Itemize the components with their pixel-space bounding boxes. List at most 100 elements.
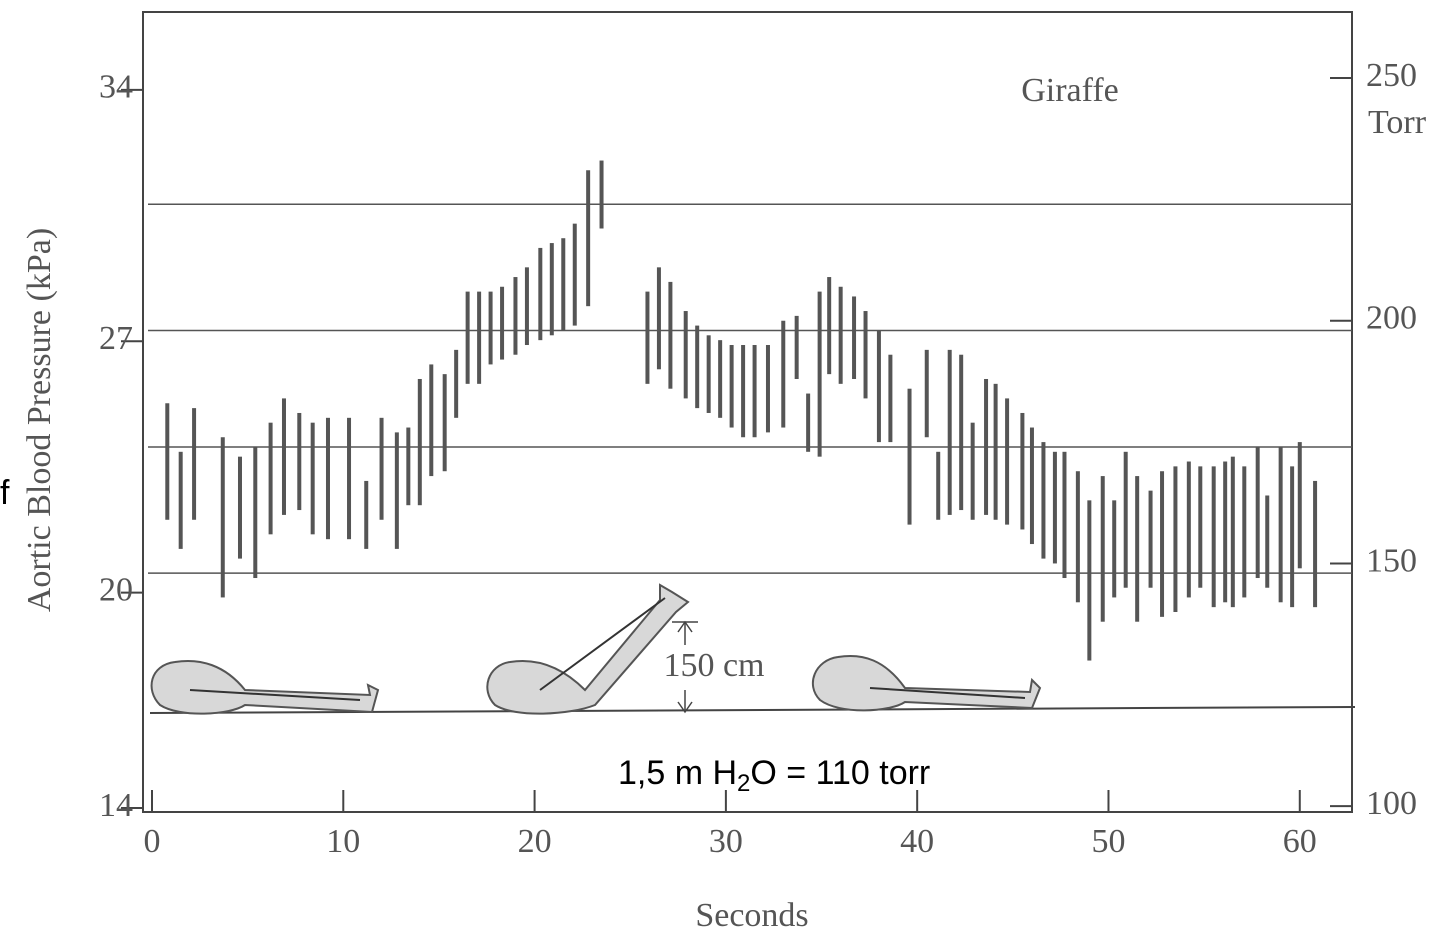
x-tick-label: 0 — [143, 823, 160, 860]
giraffe-figures — [150, 583, 1042, 715]
pressure-bar — [572, 223, 577, 326]
pressure-bar — [429, 364, 434, 477]
pressure-bar — [268, 422, 273, 535]
pressure-bar — [936, 451, 941, 520]
pressure-bar — [379, 417, 384, 520]
pressure-bar — [993, 383, 998, 520]
pressure-bar — [364, 480, 369, 549]
pressure-bar — [1005, 398, 1010, 525]
y-tick-label: 27 — [99, 320, 133, 357]
pressure-bar — [706, 335, 711, 413]
pressure-bar — [907, 388, 912, 525]
pressure-bar — [454, 349, 459, 418]
pressure-bar — [538, 247, 543, 341]
pressure-bar — [220, 437, 225, 598]
y-tick-label: 34 — [99, 69, 133, 106]
pressure-bar — [1087, 500, 1092, 661]
ground-line — [149, 706, 1356, 714]
x-tick-label: 10 — [326, 823, 360, 860]
pressure-bar — [513, 277, 518, 355]
pressure-bar — [1230, 456, 1235, 608]
pressure-bar — [1242, 466, 1247, 598]
x-axis-label: Seconds — [695, 897, 808, 934]
pressure-bar — [488, 291, 493, 365]
pressure-bar — [752, 345, 757, 438]
pressure-bar — [1198, 466, 1203, 588]
pressure-bar — [586, 170, 591, 307]
pressure-bar — [838, 286, 843, 384]
pressure-bar — [888, 354, 893, 443]
pressure-bar — [806, 393, 811, 452]
pressure-bar — [1278, 446, 1283, 603]
pressure-bar — [1052, 451, 1057, 564]
pressure-bar — [178, 451, 183, 549]
pressure-bar — [984, 378, 989, 515]
pressure-bar — [947, 349, 952, 515]
pressure-bar — [695, 325, 700, 409]
pressure-bar — [1297, 442, 1302, 569]
pressure-bar — [741, 345, 746, 438]
pressure-bar — [297, 412, 302, 511]
pressure-bar — [781, 320, 786, 428]
pressure-bar — [863, 311, 868, 399]
x-tick-label: 50 — [1091, 823, 1125, 860]
pressure-bar — [1255, 446, 1260, 579]
pressure-bar — [1123, 451, 1128, 588]
pressure-bar — [718, 340, 723, 418]
pressure-bar — [1313, 480, 1318, 608]
x-tick-label: 60 — [1283, 823, 1317, 860]
note-sub: 2 — [737, 770, 750, 797]
pressure-bar — [253, 446, 258, 579]
pressure-bar — [794, 315, 799, 379]
pressure-bar — [1062, 451, 1067, 579]
pressure-bar — [1135, 476, 1140, 622]
pressure-bar — [561, 238, 566, 331]
pressure-bar — [325, 417, 330, 540]
note-part: O = 110 torr — [750, 754, 930, 792]
pressure-bar — [347, 417, 352, 540]
pressure-bar — [1112, 500, 1117, 598]
x-tick-label: 30 — [709, 823, 743, 860]
pressure-bar — [668, 281, 673, 389]
pressure-bar — [165, 403, 170, 520]
y2-axis-label: Torr — [1368, 104, 1427, 141]
pressure-bar — [876, 330, 881, 443]
pressure-bar — [645, 291, 650, 384]
pressure-bar — [417, 378, 422, 506]
pressure-bar — [1290, 466, 1295, 608]
pressure-bar — [656, 267, 661, 370]
pressure-bar — [1029, 427, 1034, 545]
pressure-bar — [1148, 490, 1153, 588]
pressure-bar — [1160, 471, 1165, 617]
pressure-bar — [683, 311, 688, 399]
pressure-bar — [924, 349, 929, 438]
pressure-bar — [729, 345, 734, 428]
pressure-bar — [1100, 476, 1105, 622]
pressure-bar — [1020, 412, 1025, 530]
x-tick-label: 20 — [518, 823, 552, 860]
pressure-bar — [1223, 461, 1228, 603]
pressure-bar — [192, 408, 197, 520]
y-tick-label: 14 — [99, 787, 133, 824]
pressure-bar — [500, 286, 505, 360]
pressure-bar — [465, 291, 470, 384]
y2-tick-label: 150 — [1366, 542, 1417, 579]
pressure-bar — [524, 267, 529, 346]
pressure-bar — [1173, 466, 1178, 612]
pressure-bar — [237, 456, 242, 559]
y-axis-label: Aortic Blood Pressure (kPa) — [21, 228, 58, 612]
pressure-bar — [281, 398, 286, 515]
pressure-bar — [959, 354, 964, 511]
pressure-bar — [394, 432, 399, 549]
height-arrow — [672, 620, 698, 714]
pressure-bar — [970, 422, 975, 520]
note-part: 1,5 m H — [618, 754, 737, 792]
pressure-bar — [1041, 442, 1046, 559]
plot-frame — [142, 11, 1353, 813]
pressure-bar — [765, 345, 770, 433]
note: 1,5 m H2O = 110 torr — [618, 754, 930, 797]
pressure-bar — [442, 374, 447, 472]
pressure-bar — [406, 427, 411, 506]
